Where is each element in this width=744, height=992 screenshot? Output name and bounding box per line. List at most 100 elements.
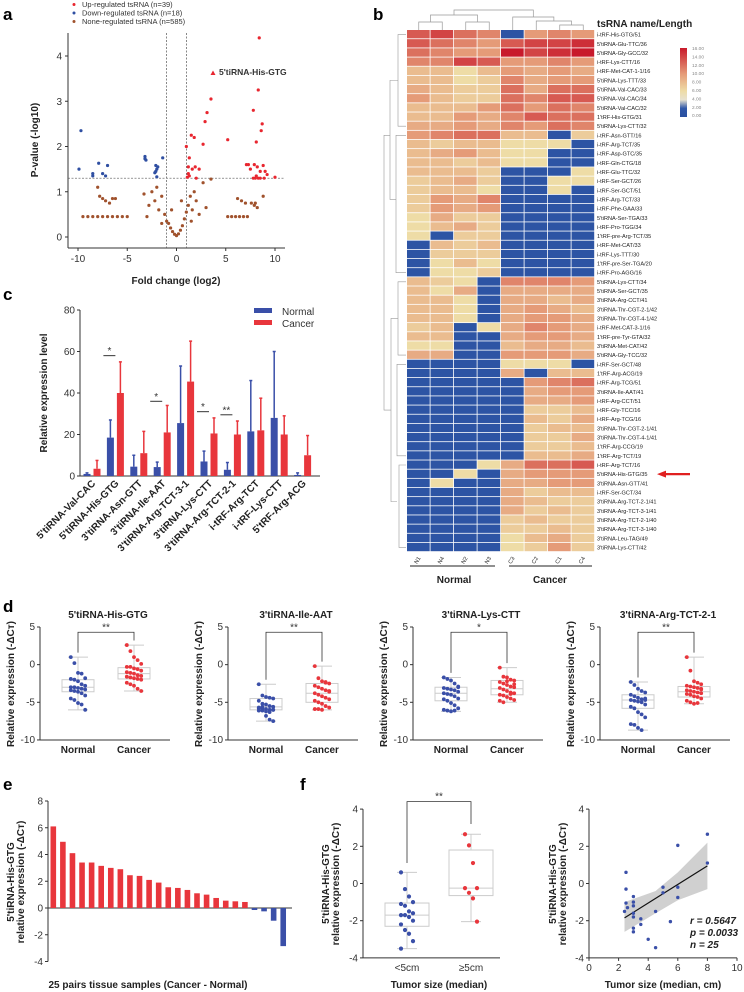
row-label: 3'tiRNA-Asn-GTT/41 xyxy=(597,481,648,487)
heatmap-cell xyxy=(477,194,501,204)
x-tick-label: <5cm xyxy=(395,963,420,974)
data-point xyxy=(699,682,704,687)
data-point xyxy=(632,706,637,711)
point-none xyxy=(98,194,102,198)
heatmap-cell xyxy=(407,94,430,103)
data-point xyxy=(72,685,77,690)
bar xyxy=(60,841,66,908)
heatmap-cell xyxy=(407,112,430,121)
point-up xyxy=(251,108,255,112)
y-tick-label: 2 xyxy=(352,842,358,853)
heatmap-cell xyxy=(524,249,548,259)
column-label: C1 xyxy=(555,556,564,565)
heatmap-cell xyxy=(477,103,501,112)
heatmap-cell xyxy=(477,542,501,552)
heatmap-cell xyxy=(477,423,501,433)
heatmap-cell xyxy=(501,368,524,378)
point-none xyxy=(170,229,175,234)
point-up xyxy=(185,175,189,179)
heatmap-cell xyxy=(430,167,454,176)
data-point xyxy=(449,701,453,705)
heatmap-cell xyxy=(454,542,477,552)
point-none xyxy=(197,212,201,216)
heatmap-cell xyxy=(430,497,454,506)
row-label: i-tRF-Glu-TTC/32 xyxy=(597,170,640,176)
heatmap-cell xyxy=(524,295,548,304)
data-point xyxy=(452,681,457,686)
heatmap-cell xyxy=(407,48,430,57)
heatmap-cell xyxy=(407,258,430,268)
colorbar-label: 6.00 xyxy=(692,88,702,94)
heatmap-cell xyxy=(430,204,454,213)
point-none xyxy=(180,224,185,228)
point-none xyxy=(237,215,242,219)
heatmap-cell xyxy=(430,213,454,222)
heatmap-cell xyxy=(548,524,571,533)
point-none xyxy=(107,201,112,205)
point-up xyxy=(197,167,201,171)
heatmap-cell xyxy=(571,231,595,240)
heatmap-cell xyxy=(524,469,548,478)
heatmap-cell xyxy=(477,158,501,167)
data-point xyxy=(402,913,408,918)
y-tick-label: -10 xyxy=(209,735,224,746)
point-up xyxy=(190,167,194,171)
data-point xyxy=(449,692,453,697)
colorbar xyxy=(680,48,687,117)
heatmap-cell xyxy=(548,66,571,75)
data-point xyxy=(505,679,509,684)
data-point xyxy=(128,665,133,669)
row-label: 3'tiRNA-Arg-TCT-3-1/41 xyxy=(597,509,657,515)
heatmap-cell xyxy=(548,204,571,213)
heatmap-cell xyxy=(548,39,571,48)
heatmap-cell xyxy=(524,185,548,195)
heatmap-cell xyxy=(430,268,454,277)
x-tick-label: Cancer xyxy=(677,745,711,756)
heatmap-cell xyxy=(477,304,501,314)
colorbar-label: 2.00 xyxy=(692,105,702,111)
heatmap-cell xyxy=(524,277,548,286)
heatmap-cell xyxy=(454,258,477,268)
heatmap-cell xyxy=(407,533,430,543)
heatmap-cell xyxy=(571,149,595,158)
heatmap-cell xyxy=(407,139,430,149)
y-axis-label: Relative expression (-ΔCт) xyxy=(194,621,205,747)
row-label: 1'tRF-Arg-TCT/19 xyxy=(597,454,641,460)
heatmap-cell xyxy=(430,359,454,369)
point-none xyxy=(234,215,238,219)
dendrogram-branch xyxy=(465,21,490,30)
heatmap-cell xyxy=(501,268,524,277)
panel-label-a: a xyxy=(3,5,13,24)
heatmap-cell xyxy=(524,258,548,268)
heatmap-cell xyxy=(477,84,501,94)
heatmap-cell xyxy=(477,405,501,414)
heatmap-cell xyxy=(524,66,548,75)
heatmap-cell xyxy=(454,231,477,240)
row-label: 5'tiRNA-Lys-CTT/34 xyxy=(597,280,647,286)
heatmap-cell xyxy=(477,204,501,213)
point-none xyxy=(243,201,248,205)
point-none xyxy=(81,215,85,219)
panel-label: c xyxy=(3,285,12,304)
heatmap-cell xyxy=(430,149,454,158)
arrow-head-icon xyxy=(657,470,666,478)
point-up xyxy=(273,175,277,179)
heatmap-cell xyxy=(571,487,595,497)
point-up xyxy=(254,140,258,144)
heatmap-cell xyxy=(454,240,477,249)
heatmap-cell xyxy=(548,286,571,295)
data-point xyxy=(406,931,412,936)
heatmap-cell xyxy=(571,130,595,140)
heatmap-cell xyxy=(454,30,477,39)
bar xyxy=(50,826,57,908)
data-point xyxy=(449,687,453,692)
legend-marker xyxy=(72,3,76,6)
row-label: 1'tRF-Arg-CCG/19 xyxy=(597,445,643,451)
data-point xyxy=(639,917,643,921)
data-point xyxy=(79,686,84,691)
data-point xyxy=(624,870,628,875)
data-point xyxy=(256,698,261,703)
point-none xyxy=(204,205,208,210)
row-label: 3'tiRNA-Arg-CCT/41 xyxy=(597,298,648,304)
heatmap-cell xyxy=(501,66,524,75)
